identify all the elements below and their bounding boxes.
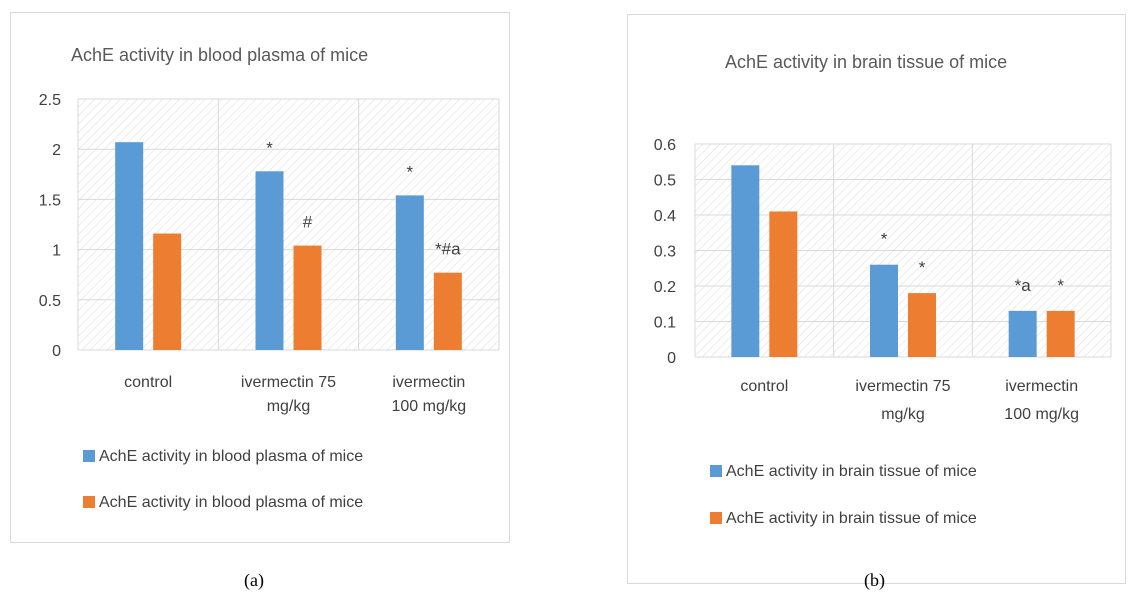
chart-panel-b: AchE activity in brain tissue of mice 0 0.… — [627, 14, 1126, 584]
legend-entry-a-0: AchE activity in blood plasma of mice — [99, 448, 363, 465]
legend-entry-b-0: AchE activity in brain tissue of mice — [726, 463, 977, 480]
y-tick-label-a: 0.5 — [39, 293, 61, 310]
bar-a-s0-c1 — [255, 171, 284, 350]
caption-a: (a) — [244, 570, 264, 590]
caption-b: (b) — [864, 570, 885, 590]
y-tick-label-b: 0.6 — [654, 137, 676, 154]
y-tick-label-a: 1.5 — [39, 192, 61, 209]
y-tick-label-b: 0.5 — [654, 173, 676, 190]
bar-a-s1-c0 — [153, 233, 182, 350]
bar-a-s0-c0 — [115, 142, 144, 350]
bar-b-s1-c2 — [1046, 310, 1075, 357]
bar-annotation-b-s0-c1: * — [881, 230, 888, 249]
bar-annotation-a-s0-c2: * — [407, 162, 414, 181]
legend-entry-a-1: AchE activity in blood plasma of mice — [99, 494, 363, 511]
legend-entry-b-1: AchE activity in brain tissue of mice — [726, 510, 977, 527]
y-tick-label-b: 0.4 — [654, 208, 676, 225]
bar-b-s1-c0 — [769, 211, 798, 357]
legend-swatch-b-1 — [710, 512, 722, 524]
x-category-label-b: control — [740, 378, 788, 395]
bar-a-s1-c1 — [293, 245, 322, 350]
legend-swatch-b-0 — [710, 465, 722, 477]
bar-a-s0-c2 — [395, 195, 424, 350]
legend-swatch-a-1 — [83, 496, 95, 508]
chart-panel-a: AchE activity in blood plasma of mice 0 0.… — [10, 12, 510, 543]
x-category-label-a: control — [124, 374, 172, 391]
bar-a-s1-c2 — [433, 272, 462, 350]
bar-b-s0-c0 — [731, 165, 760, 357]
chart-svg-b: AchE activity in brain tissue of mice 0 0.… — [654, 52, 1112, 527]
y-tick-label-b: 0.1 — [654, 315, 676, 332]
y-tick-label-a: 0 — [52, 343, 61, 360]
x-category-label-b: ivermectin — [1005, 378, 1078, 395]
plot-area-a — [78, 99, 499, 350]
bar-annotation-a-s0-c1: * — [266, 138, 273, 157]
bar-annotation-a-s1-c1: # — [303, 213, 313, 232]
bar-annotation-a-s1-c2: *#a — [435, 240, 461, 259]
bar-annotation-b-s0-c2: *a — [1015, 276, 1032, 295]
x-category-label-a: ivermectin 75 — [241, 374, 336, 391]
x-category-label-a: ivermectin — [392, 374, 465, 391]
y-tick-label-b: 0 — [667, 350, 676, 367]
x-category-label-b: 100 mg/kg — [1004, 406, 1079, 423]
x-category-label-a: mg/kg — [267, 398, 311, 415]
legend-swatch-a-0 — [83, 450, 95, 462]
y-tick-label-b: 0.3 — [654, 244, 676, 261]
chart-title-b: AchE activity in brain tissue of mice — [725, 52, 1007, 72]
x-category-label-b: mg/kg — [881, 406, 925, 423]
y-tick-label-a: 2 — [52, 142, 61, 159]
bar-annotation-b-s1-c2: * — [1057, 276, 1064, 295]
chart-svg-a: AchE activity in blood plasma of mice 0 0.… — [39, 45, 500, 511]
bar-annotation-b-s1-c1: * — [919, 258, 926, 277]
x-category-label-b: ivermectin 75 — [855, 378, 950, 395]
x-category-label-a: 100 mg/kg — [391, 398, 466, 415]
y-tick-label-a: 2.5 — [39, 92, 61, 109]
bar-b-s0-c2 — [1008, 310, 1037, 357]
y-tick-label-b: 0.2 — [654, 279, 676, 296]
bar-b-s0-c1 — [870, 264, 898, 357]
chart-title-a: AchE activity in blood plasma of mice — [71, 45, 368, 65]
y-tick-label-a: 1 — [52, 243, 61, 260]
bar-b-s1-c1 — [908, 293, 936, 357]
